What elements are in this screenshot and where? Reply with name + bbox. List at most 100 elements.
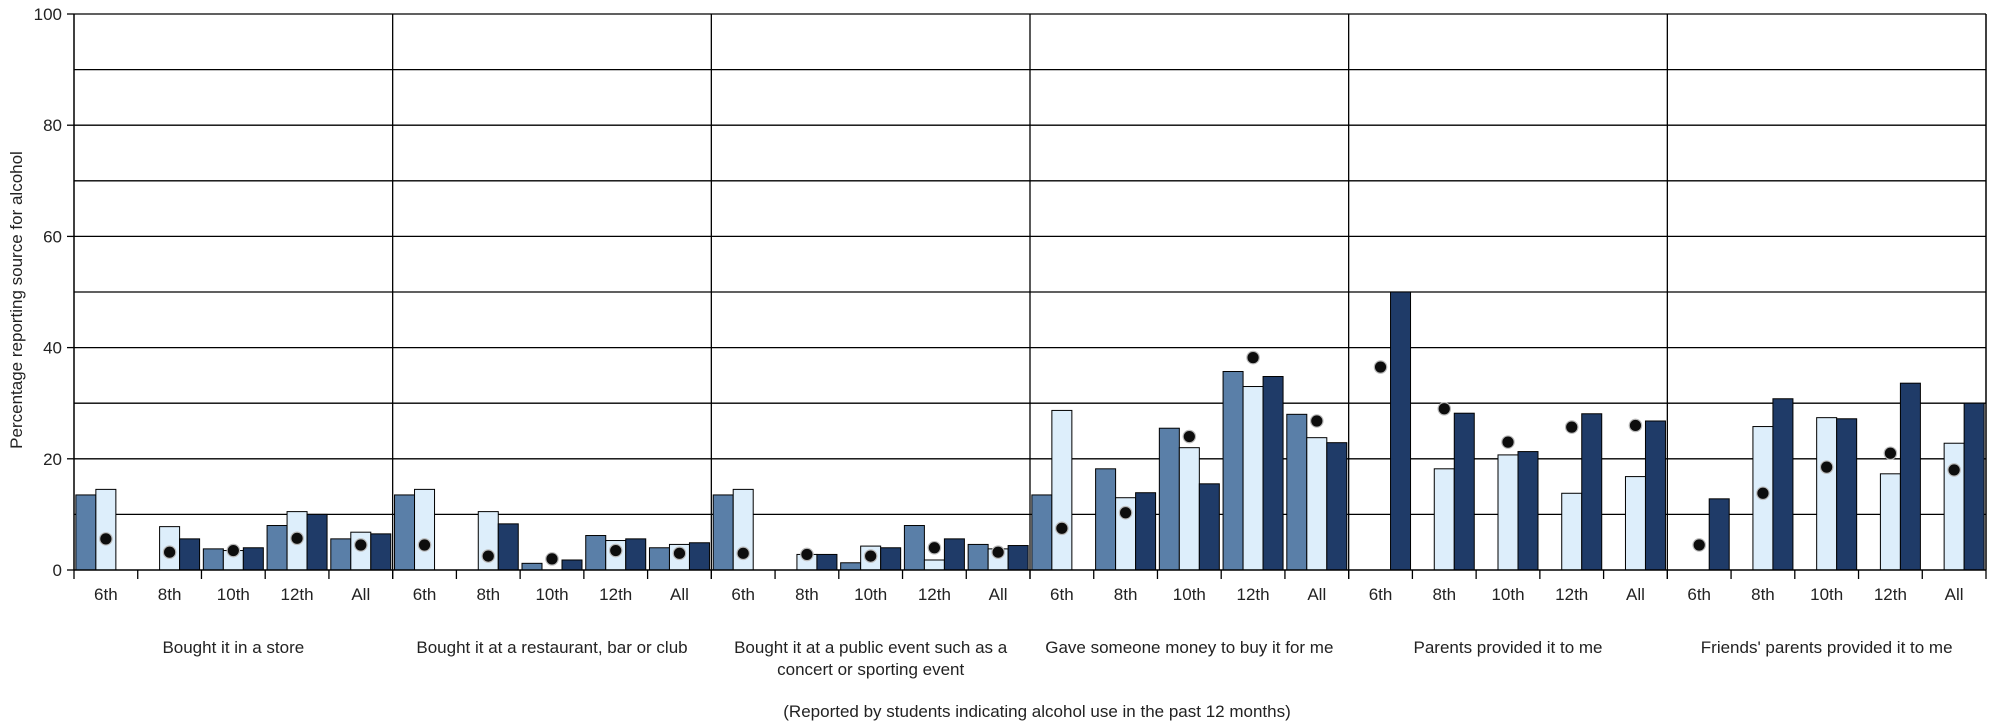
marker-point	[99, 532, 113, 546]
marker-point	[1373, 360, 1388, 374]
bar	[943, 538, 965, 571]
marker-point	[1947, 463, 1961, 477]
bar	[1286, 413, 1308, 571]
y-tick-label: 100	[34, 5, 62, 24]
marker-point	[1310, 414, 1324, 428]
bar	[923, 559, 945, 571]
x-tick-label: 12th	[1874, 585, 1907, 604]
marker-point	[226, 543, 241, 558]
marker-point	[927, 540, 942, 555]
bar	[1433, 468, 1455, 571]
bar	[394, 494, 416, 571]
bar	[1390, 291, 1412, 571]
bar	[242, 547, 264, 571]
x-tick-label: 12th	[918, 585, 951, 604]
bar	[1095, 468, 1117, 571]
labels: 0 20 40 60 80 100 6th 8th 10th 12th All Bought it i…	[34, 5, 1964, 679]
bar	[202, 548, 224, 571]
marker-point	[162, 545, 177, 560]
marker-point	[1756, 486, 1770, 501]
group-label: Bought it at a restaurant, bar or club	[416, 638, 687, 657]
x-tick-label: 6th	[413, 585, 437, 604]
markers	[99, 350, 1961, 566]
marker-point	[1883, 446, 1898, 461]
x-tick-label: 10th	[1491, 585, 1524, 604]
bar	[1644, 420, 1666, 571]
bar	[95, 488, 117, 571]
y-tick-label: 40	[43, 339, 62, 358]
x-tick-label: All	[1626, 585, 1645, 604]
bar	[1306, 437, 1328, 571]
group-label: Bought it in a store	[162, 638, 304, 657]
bar	[497, 523, 519, 571]
bar	[1943, 442, 1965, 571]
bar	[306, 513, 328, 571]
x-tick-label: 8th	[1114, 585, 1138, 604]
x-tick-label: 8th	[1432, 585, 1456, 604]
bar	[1326, 442, 1348, 571]
marker-point	[481, 549, 496, 563]
x-tick-label: All	[351, 585, 370, 604]
y-axis-title: Percentage reporting source for alcohol	[7, 151, 26, 449]
bar	[1561, 492, 1583, 571]
bar	[1178, 447, 1200, 571]
bar	[903, 525, 925, 571]
bar	[688, 542, 710, 571]
x-tick-label: 6th	[1687, 585, 1711, 604]
bar	[967, 543, 989, 571]
marker-point	[863, 549, 878, 563]
bar	[880, 547, 902, 571]
marker-point	[290, 531, 304, 546]
marker-point	[545, 552, 559, 566]
bar	[1772, 398, 1794, 571]
bar	[625, 538, 647, 571]
bar	[330, 538, 352, 571]
bar	[1262, 376, 1284, 571]
marker-point	[608, 543, 623, 558]
marker-point	[353, 538, 368, 552]
bar	[75, 494, 97, 571]
group-label: Bought it at a public event such as a	[734, 638, 1008, 657]
bar	[521, 562, 543, 571]
x-tick-label: 12th	[599, 585, 632, 604]
bar	[1051, 409, 1073, 571]
x-tick-label: All	[670, 585, 689, 604]
bar	[648, 547, 670, 571]
x-tick-label: 8th	[1751, 585, 1775, 604]
group-label: Parents provided it to me	[1414, 638, 1603, 657]
marker-point	[672, 546, 687, 561]
marker-point	[1564, 420, 1579, 434]
bar	[1158, 427, 1180, 571]
marker-point	[736, 546, 750, 561]
x-tick-label: All	[1945, 585, 1964, 604]
marker-point	[1118, 505, 1133, 520]
bar	[370, 533, 392, 571]
y-tick-label: 0	[53, 561, 62, 580]
marker-point	[1246, 350, 1260, 365]
x-tick-label: All	[1307, 585, 1326, 604]
x-tick-label: 10th	[217, 585, 250, 604]
bar	[840, 562, 862, 571]
x-tick-label: 6th	[94, 585, 118, 604]
x-tick-label: 8th	[158, 585, 182, 604]
x-axis-footnote: (Reported by students indicating alcohol…	[783, 702, 1290, 721]
bar	[266, 525, 288, 571]
marker-point	[991, 545, 1005, 560]
marker-point	[800, 547, 814, 562]
bar	[1242, 386, 1264, 571]
bar	[1879, 473, 1901, 571]
marker-point	[1628, 418, 1643, 433]
y-tick-label: 20	[43, 450, 62, 469]
x-tick-label: 6th	[1369, 585, 1393, 604]
bar	[179, 538, 201, 571]
bar	[1497, 454, 1519, 571]
marker-point	[417, 538, 432, 552]
bar	[1816, 417, 1838, 571]
bar	[816, 553, 838, 571]
x-tick-label: 10th	[1810, 585, 1843, 604]
bar	[1581, 413, 1603, 571]
bar	[1836, 418, 1858, 571]
x-tick-label: 8th	[476, 585, 500, 604]
